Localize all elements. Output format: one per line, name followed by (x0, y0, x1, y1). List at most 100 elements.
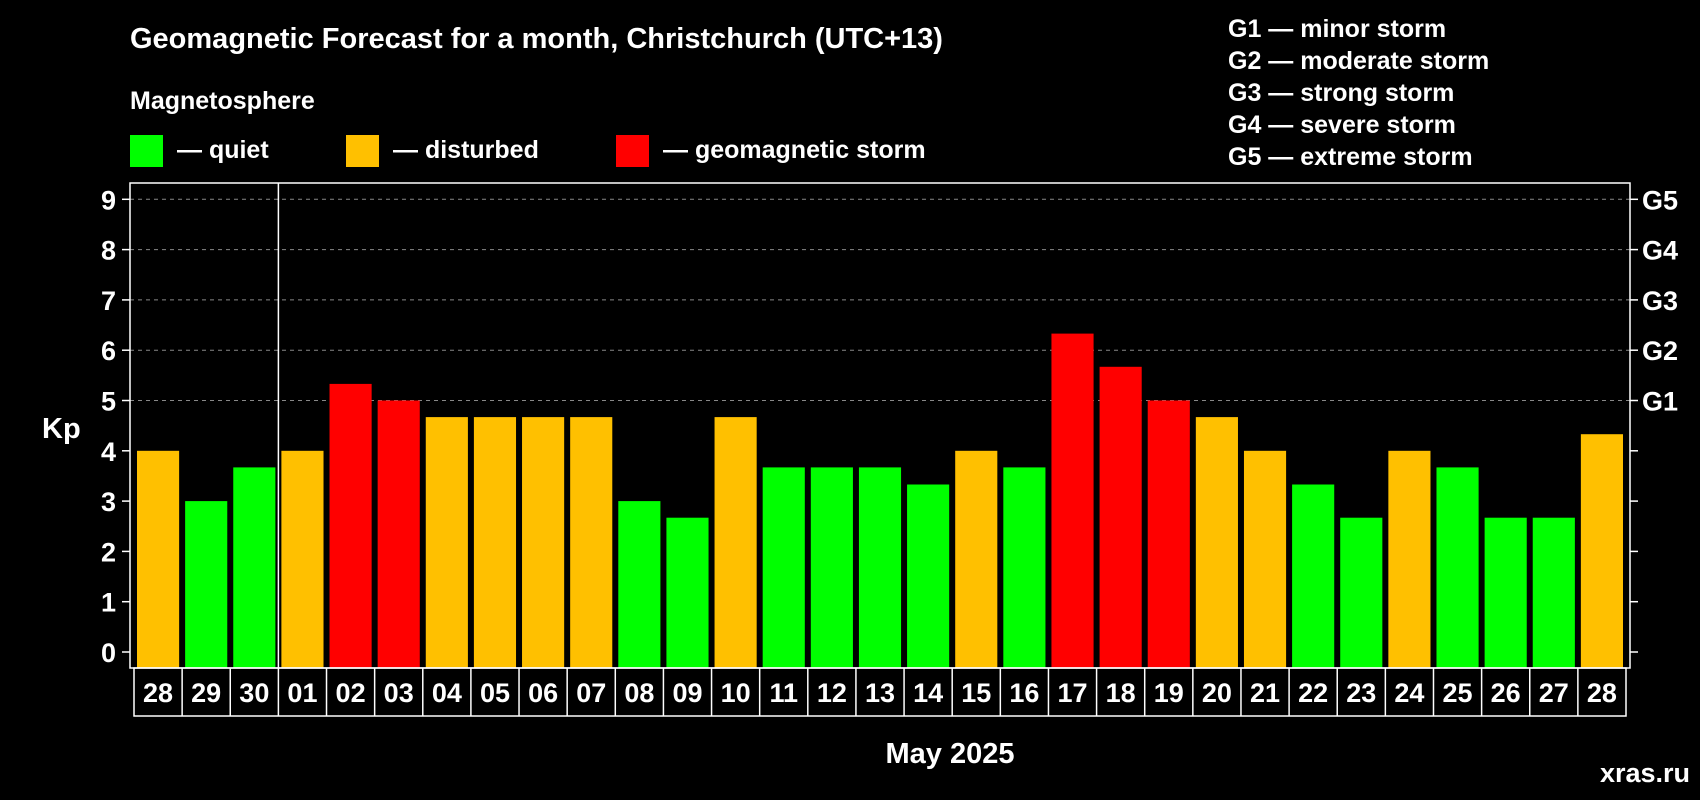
legend-title: Magnetosphere (130, 87, 315, 115)
g-scale-g3: G3 — strong storm (1228, 79, 1454, 107)
g-scale-legend: G1 — minor storm G2 — moderate storm G3 … (1228, 15, 1489, 171)
bar-disturbed (522, 417, 565, 668)
legend-label-quiet: — quiet (177, 136, 269, 164)
bar-quiet (233, 467, 276, 668)
legend-swatch-storm (616, 135, 649, 167)
bar-disturbed (955, 450, 998, 668)
x-tick-label: 16 (1009, 678, 1039, 708)
x-tick-label: 05 (480, 678, 510, 708)
bar-disturbed (281, 450, 324, 668)
bar-quiet (907, 484, 950, 668)
x-tick-label: 25 (1443, 678, 1473, 708)
x-tick-label: 26 (1491, 678, 1521, 708)
y-tick-label: 5 (101, 387, 116, 417)
x-tick-label: 02 (336, 678, 366, 708)
bar-storm (377, 400, 420, 668)
x-tick-label: 28 (143, 678, 173, 708)
g-scale-g4: G4 — severe storm (1228, 111, 1456, 139)
bar-storm (329, 383, 372, 668)
x-tick-label: 12 (817, 678, 847, 708)
g-scale-g1: G1 — minor storm (1228, 15, 1446, 43)
x-tick-label: 18 (1106, 678, 1136, 708)
y-tick-label: 2 (101, 537, 116, 567)
bar-quiet (185, 501, 228, 668)
chart-title: Geomagnetic Forecast for a month, Christ… (130, 23, 943, 55)
bar-quiet (810, 467, 853, 668)
y-tick-label: 3 (101, 487, 116, 517)
x-tick-label: 23 (1346, 678, 1376, 708)
y-tick-label: 0 (101, 638, 116, 668)
bar-disturbed (1388, 450, 1431, 668)
x-tick-label: 27 (1539, 678, 1569, 708)
x-tick-label: 15 (961, 678, 991, 708)
bar-storm (1051, 333, 1094, 668)
x-tick-label: 30 (239, 678, 269, 708)
bar-quiet (858, 467, 902, 668)
bar-storm (1099, 366, 1142, 668)
right-axis-label-g5: G5 (1642, 185, 1678, 215)
bar-quiet (1436, 467, 1479, 668)
right-axis-label-g4: G4 (1642, 236, 1678, 266)
bar-quiet (762, 467, 805, 668)
legend-swatch-disturbed (346, 135, 379, 167)
legend-label-disturbed: — disturbed (393, 136, 539, 164)
x-tick-label: 04 (432, 678, 462, 708)
legend: — quiet — disturbed — geomagnetic storm (130, 135, 926, 167)
y-axis-label: Kp (42, 413, 81, 445)
bar-quiet (1484, 517, 1527, 668)
plot-frame (129, 182, 1631, 669)
x-tick-label: 28 (1587, 678, 1617, 708)
bar-quiet (1003, 467, 1046, 668)
grid-lines (130, 198, 1630, 401)
bar-disturbed (425, 417, 468, 668)
x-tick-label: 19 (1154, 678, 1184, 708)
bar-disturbed (1195, 417, 1238, 668)
legend-swatch-quiet (130, 135, 163, 167)
x-tick-label: 03 (384, 678, 414, 708)
x-tick-label: 22 (1298, 678, 1328, 708)
bar-quiet (666, 517, 709, 668)
x-tick-label: 21 (1250, 678, 1280, 708)
bar-disturbed (473, 417, 517, 668)
legend-label-storm: — geomagnetic storm (663, 136, 926, 164)
bars (137, 333, 1623, 668)
y-tick-label: 1 (101, 588, 116, 618)
x-tick-label: 06 (528, 678, 558, 708)
x-tick-label: 24 (1394, 678, 1424, 708)
bar-disturbed (570, 417, 613, 668)
bar-quiet (1292, 484, 1335, 668)
x-tick-label: 14 (913, 678, 943, 708)
watermark: xras.ru (1600, 758, 1690, 788)
bar-disturbed (137, 450, 180, 668)
bar-disturbed (1243, 450, 1287, 668)
y-tick-label: 4 (101, 437, 116, 467)
g-scale-g5: G5 — extreme storm (1228, 143, 1473, 171)
x-tick-label: 10 (721, 678, 751, 708)
y-tick-label: 6 (101, 336, 116, 366)
x-tick-label: 20 (1202, 678, 1232, 708)
x-tick-label: 13 (865, 678, 895, 708)
right-axis-label-g2: G2 (1642, 336, 1678, 366)
x-axis-label: May 2025 (886, 738, 1015, 770)
x-tick-label: 01 (287, 678, 317, 708)
bar-disturbed (1580, 434, 1623, 668)
bar-storm (1147, 400, 1190, 668)
x-tick-label: 29 (191, 678, 221, 708)
right-axis-ticks: G1 G2 G3 G4 G5 (1630, 185, 1678, 653)
right-axis-label-g1: G1 (1642, 387, 1678, 417)
y-tick-label: 9 (101, 185, 116, 215)
x-tick-label: 17 (1057, 678, 1087, 708)
x-tick-label: 08 (624, 678, 654, 708)
bar-quiet (1532, 517, 1575, 668)
y-tick-label: 8 (101, 236, 116, 266)
x-tick-label: 11 (769, 678, 798, 708)
g-scale-g2: G2 — moderate storm (1228, 47, 1489, 75)
bar-disturbed (714, 417, 757, 668)
x-tick-label: 07 (576, 678, 606, 708)
y-axis-ticks: 0 1 2 3 4 5 6 7 8 9 (101, 185, 130, 668)
x-axis-date-cells: 28 29 30 01 02 03 04 05 06 07 08 09 10 11 12 13 14 15 16 17… (133, 667, 1627, 717)
right-axis-label-g3: G3 (1642, 286, 1678, 316)
x-tick-label: 09 (672, 678, 702, 708)
bar-quiet (618, 501, 661, 668)
